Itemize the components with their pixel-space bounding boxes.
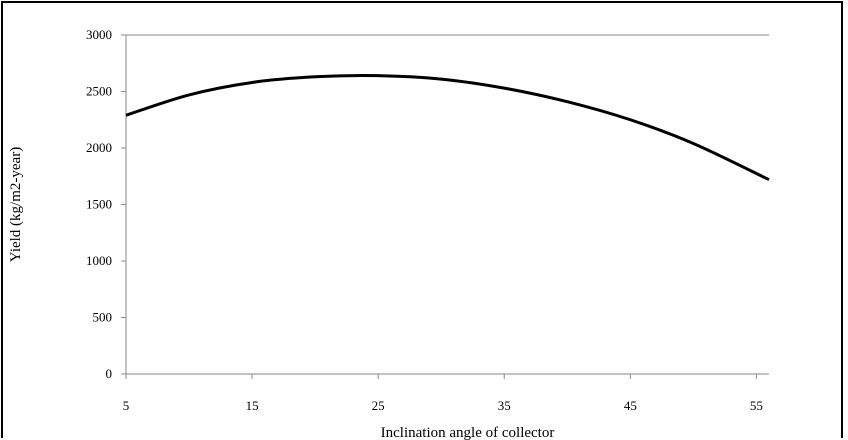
- y-tick-label: 1000: [86, 253, 112, 268]
- series-layer: [125, 74, 770, 181]
- y-tick-label: 0: [106, 366, 113, 381]
- x-axis-ticks: 5 15 25 35 45 55: [123, 374, 763, 413]
- y-axis-title: Yield (kg/m2-year): [8, 147, 24, 262]
- y-tick-label: 500: [93, 310, 113, 325]
- x-tick-label: 35: [498, 398, 511, 413]
- y-tick-label: 2500: [86, 84, 112, 99]
- x-tick-label: 25: [372, 398, 385, 413]
- plot-area: [125, 34, 769, 375]
- x-tick-label: 45: [624, 398, 637, 413]
- y-tick-label: 3000: [86, 27, 112, 42]
- x-tick-label: 15: [246, 398, 259, 413]
- y-tick-label: 2000: [86, 140, 112, 155]
- y-tick-label: 1500: [86, 197, 112, 212]
- yield-series-line: [125, 74, 770, 181]
- x-axis-title: Inclination angle of collector: [381, 425, 555, 440]
- y-axis-ticks: 0 500 1000 1500 2000 2500 3000: [86, 27, 126, 381]
- x-tick-label: 55: [750, 398, 763, 413]
- x-tick-label: 5: [123, 398, 130, 413]
